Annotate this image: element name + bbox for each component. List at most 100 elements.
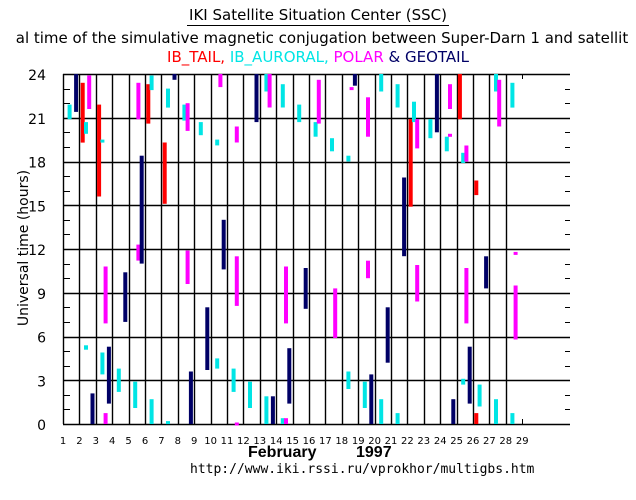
segment-geotail: [352, 74, 357, 86]
x-axis-month-label: February: [248, 444, 317, 461]
segment-ib-auroral: [395, 84, 400, 108]
segment-ib-tail: [474, 413, 479, 424]
segment-polar: [284, 266, 288, 324]
segment-ib-auroral: [280, 84, 285, 108]
segment-polar: [513, 251, 518, 255]
segment-polar: [415, 265, 420, 302]
x-tick-label: 18: [335, 436, 348, 447]
segment-geotail: [303, 268, 308, 309]
segment-ib-auroral: [346, 155, 351, 162]
y-tick-label: 0: [37, 418, 46, 434]
segment-ib-auroral: [67, 104, 72, 120]
segment-ib-auroral: [133, 381, 138, 408]
legend-item-ib-auroral: IB_AURORAL,: [225, 48, 329, 66]
segment-polar: [366, 97, 370, 137]
segment-ib-auroral: [494, 399, 498, 424]
legend-item-polar: POLAR: [328, 48, 384, 66]
segment-ib-auroral: [395, 413, 400, 424]
segment-polar: [284, 418, 288, 424]
chart-subtitle: al time of the simulative magnetic conju…: [15, 29, 629, 47]
segment-ib-auroral: [264, 396, 269, 424]
segment-polar: [366, 260, 370, 279]
y-tick-label: 24: [28, 68, 46, 84]
segment-polar: [136, 244, 141, 261]
segment-polar: [87, 75, 92, 109]
x-tick-label: 29: [516, 436, 529, 447]
x-tick-label: 13: [253, 436, 266, 447]
segment-ib-auroral: [215, 358, 220, 369]
x-tick-label: 14: [270, 436, 283, 447]
grid: [62, 73, 570, 426]
segment-geotail: [484, 256, 489, 289]
segment-ib-tail: [80, 82, 85, 143]
segment-geotail: [221, 219, 226, 270]
x-tick-label: 22: [401, 436, 414, 447]
x-tick-label: 6: [142, 436, 148, 447]
segment-polar: [333, 288, 338, 338]
segment-ib-tail: [457, 74, 462, 120]
segment-polar: [234, 126, 239, 143]
segment-geotail: [123, 272, 128, 322]
segment-polar: [136, 82, 141, 120]
segment-polar: [464, 145, 469, 162]
x-tick-label: 7: [158, 436, 164, 447]
segment-polar: [103, 266, 108, 324]
x-tick-label: 12: [237, 436, 250, 447]
source-url: http://www.iki.rssi.ru/vprokhor/multigbs…: [190, 462, 535, 477]
x-tick-label: 8: [175, 436, 181, 447]
segment-ib-tail: [162, 142, 167, 204]
segment-ib-auroral: [362, 381, 367, 408]
segment-polar: [103, 413, 108, 424]
segment-geotail: [205, 307, 210, 370]
x-tick-label: 19: [352, 436, 365, 447]
x-axis-year-label: 1997: [356, 444, 392, 461]
y-tick-label: 12: [28, 243, 46, 259]
y-tick-label: 15: [28, 199, 46, 215]
chart-marks: [67, 74, 518, 426]
segment-geotail: [90, 393, 95, 424]
segment-ib-auroral: [330, 138, 334, 152]
segment-polar: [267, 74, 272, 108]
segment-ib-auroral: [510, 413, 515, 424]
x-tick-label: 24: [434, 436, 447, 447]
segment-geotail: [402, 177, 407, 257]
x-tick-label: 28: [499, 436, 512, 447]
x-tick-label: 11: [221, 436, 234, 447]
legend: IB_TAIL, IB_AURORAL, POLAR & GEOTAIL: [0, 48, 636, 66]
segment-ib-auroral: [412, 101, 416, 123]
segment-ib-auroral: [84, 122, 88, 134]
y-tick-label: 21: [28, 112, 46, 128]
segment-ib-auroral: [182, 104, 187, 121]
segment-polar: [234, 422, 239, 426]
segment-geotail: [369, 374, 374, 424]
segment-ib-tail: [146, 84, 151, 124]
x-tick-label: 20: [368, 436, 381, 447]
x-tick-label: 16: [303, 436, 316, 447]
segment-geotail: [434, 74, 439, 133]
segment-polar: [218, 74, 223, 88]
segment-ib-auroral: [198, 122, 203, 136]
chart-title: IKI Satellite Situation Center (SSC): [0, 6, 636, 26]
segment-ib-auroral: [84, 345, 88, 350]
segment-ib-auroral: [444, 136, 449, 152]
segment-ib-auroral: [149, 399, 154, 424]
y-tick-label: 6: [37, 331, 46, 347]
segment-ib-auroral: [510, 82, 515, 108]
segment-ib-auroral: [346, 371, 351, 389]
segment-ib-tail: [97, 104, 102, 197]
x-tick-label: 25: [450, 436, 463, 447]
segment-geotail: [287, 348, 292, 404]
x-tick-label: 2: [76, 436, 82, 447]
segment-geotail: [106, 346, 111, 404]
segment-ib-tail: [408, 119, 413, 207]
segment-geotail: [172, 74, 177, 80]
segment-ib-auroral: [149, 75, 154, 91]
x-tick-label: 21: [385, 436, 398, 447]
segment-ib-auroral: [313, 122, 318, 137]
x-tick-label: 26: [467, 436, 480, 447]
chart-title-text: IKI Satellite Situation Center (SSC): [187, 6, 449, 26]
segment-ib-auroral: [264, 74, 269, 92]
segment-geotail: [467, 346, 472, 404]
